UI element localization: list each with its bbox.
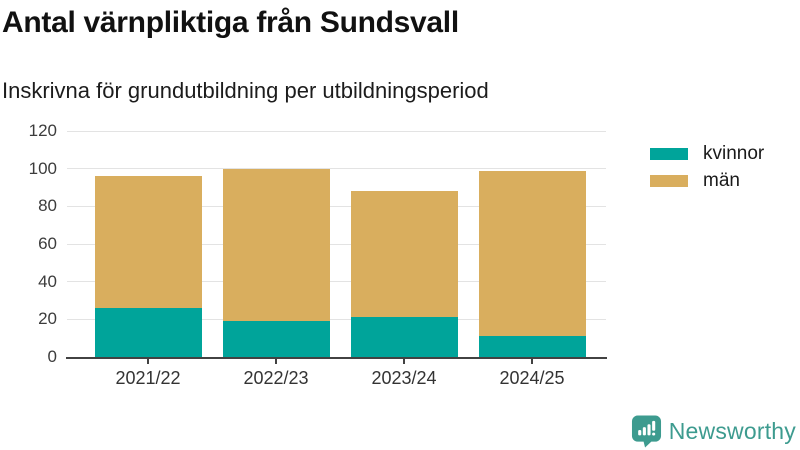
bar-segment-män — [222, 168, 330, 322]
x-axis-category-label: 2022/23 — [243, 368, 309, 388]
x-axis-tick — [403, 359, 405, 364]
x-axis-tick — [531, 359, 533, 364]
bar-segment-män — [94, 176, 202, 309]
legend-item-män: män — [650, 170, 764, 191]
gridline — [67, 205, 606, 207]
legend-label: kvinnor — [703, 142, 765, 164]
x-axis-tick — [275, 359, 277, 364]
x-axis-category-label: 2024/25 — [499, 368, 565, 388]
newsworthy-pin-chart-icon — [631, 414, 662, 448]
bar-segment-män — [350, 191, 458, 318]
bar-segment-kvinnor — [350, 317, 458, 357]
x-axis-line — [66, 357, 607, 359]
y-axis-tick-label: 80 — [38, 196, 57, 216]
newsworthy-logo[interactable]: Newsworthy — [631, 414, 796, 448]
x-axis-category-label: 2023/24 — [371, 368, 437, 388]
bar-segment-kvinnor — [94, 308, 202, 357]
legend-swatch-kvinnor — [650, 147, 688, 160]
chart-subtitle: Inskrivna för grundutbildning per utbild… — [2, 78, 489, 103]
gridline — [67, 168, 606, 170]
legend-label: män — [703, 169, 740, 191]
bar-segment-kvinnor — [222, 321, 330, 357]
newsworthy-logo-text: Newsworthy — [668, 417, 796, 444]
y-axis-tick-label: 0 — [47, 347, 57, 366]
chart-legend: kvinnor män — [650, 143, 764, 201]
bar-segment-kvinnor — [478, 336, 586, 357]
gridline — [67, 243, 606, 245]
legend-swatch-män — [650, 174, 688, 187]
x-axis-tick — [147, 359, 149, 364]
y-axis-tick-label: 100 — [28, 158, 57, 178]
gridline — [67, 281, 606, 283]
y-axis-tick-label: 60 — [38, 234, 57, 253]
gridline — [67, 130, 606, 132]
y-axis-tick-label: 40 — [38, 271, 57, 291]
y-axis-tick-label: 120 — [28, 121, 57, 140]
bar-segment-män — [478, 170, 586, 337]
legend-item-kvinnor: kvinnor — [650, 143, 764, 164]
y-axis-tick-label: 20 — [38, 309, 57, 329]
gridline — [67, 318, 606, 320]
x-axis-category-label: 2021/22 — [115, 368, 181, 388]
chart-title: Antal värnpliktiga från Sundsvall — [2, 6, 459, 39]
